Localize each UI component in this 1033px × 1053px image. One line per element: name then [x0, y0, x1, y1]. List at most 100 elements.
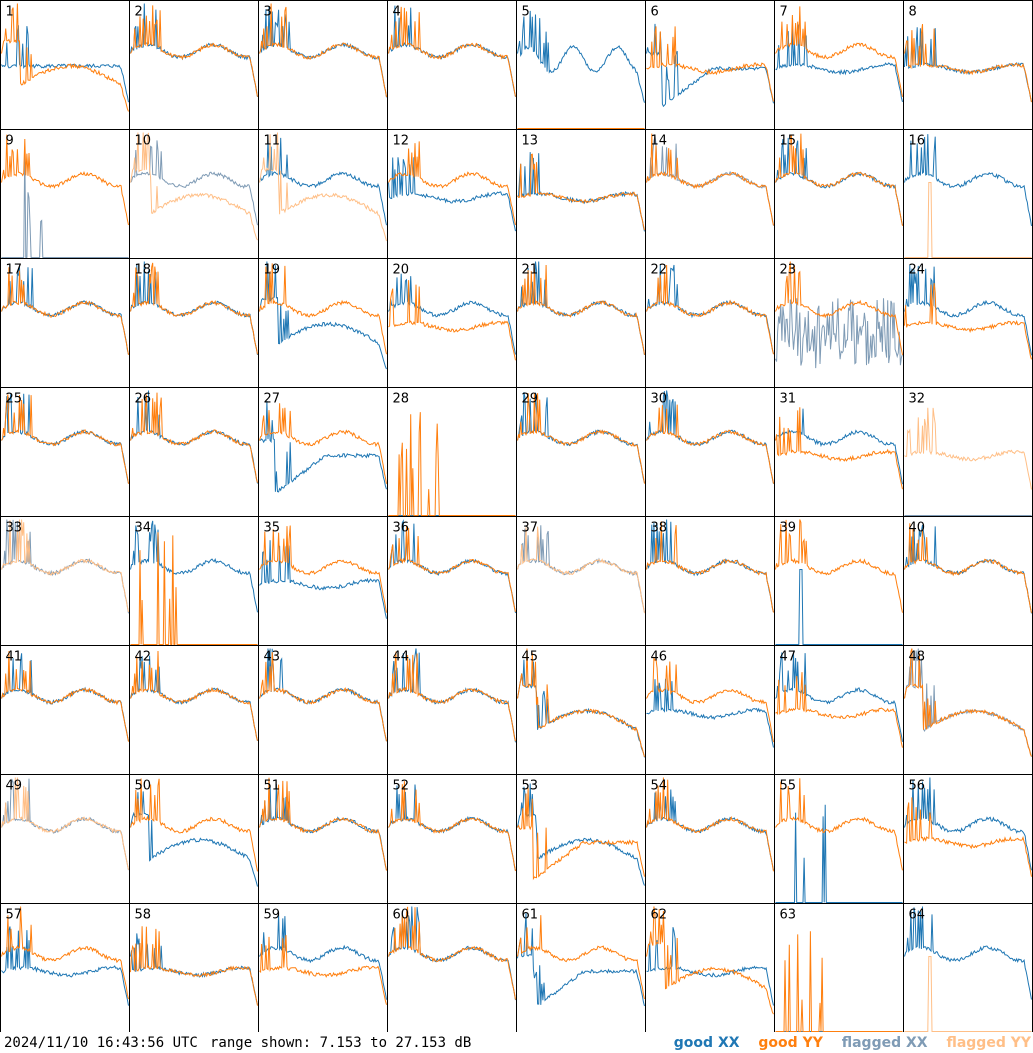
- tile-number: 20: [393, 263, 410, 278]
- tile-number: 26: [135, 392, 152, 407]
- series-xx: [775, 804, 903, 903]
- tile-number: 3: [264, 5, 272, 20]
- tile-27: 27: [258, 387, 388, 517]
- legend-flagged-yy-pol: YY: [1010, 1035, 1031, 1051]
- tile-number: 31: [780, 392, 797, 407]
- series-yy: [517, 393, 645, 484]
- tile-frame: [516, 516, 646, 646]
- series-xx: [517, 152, 645, 232]
- tile-number: 18: [135, 263, 152, 278]
- tile-number: 21: [522, 263, 539, 278]
- series-xx: [775, 24, 903, 103]
- series-xx: [646, 789, 774, 871]
- series-xx: [259, 5, 387, 98]
- series-yy: [646, 521, 774, 613]
- tile-number: 34: [135, 521, 152, 536]
- series-yy: [646, 777, 774, 872]
- tile-11: 11: [258, 129, 388, 259]
- series-yy: [775, 6, 903, 97]
- series-yy: [1, 134, 129, 226]
- tile-56: 56: [903, 774, 1033, 904]
- series-yy: [517, 526, 645, 614]
- tile-frame: [0, 129, 130, 259]
- tile-number: 43: [264, 650, 281, 665]
- series-yy: [130, 392, 258, 483]
- tile-38: 38: [645, 516, 775, 646]
- tile-46: 46: [645, 645, 775, 775]
- series-yy: [259, 263, 387, 355]
- tile-number: 11: [264, 134, 281, 149]
- tile-number: 58: [135, 908, 152, 923]
- tile-52: 52: [387, 774, 517, 904]
- tile-8: 8: [903, 0, 1033, 130]
- tile-61: 61: [516, 903, 646, 1032]
- series-xx: [517, 525, 645, 613]
- series-xx: [646, 519, 774, 613]
- legend-flagged-xx-prefix: flagged: [841, 1035, 902, 1051]
- tile-frame: [516, 903, 646, 1032]
- tile-number: 4: [393, 5, 401, 20]
- series-xx: [646, 264, 774, 355]
- tile-frame: [903, 129, 1033, 259]
- tile-frame: [645, 774, 775, 904]
- tile-number: 22: [651, 263, 668, 278]
- tile-frame: [516, 258, 646, 388]
- tile-2: 2: [129, 0, 259, 130]
- tile-37: 37: [516, 516, 646, 646]
- tile-number: 62: [651, 908, 668, 923]
- series-yy: [388, 141, 516, 226]
- series-yy: [1, 777, 129, 870]
- series-yy: [904, 182, 1032, 258]
- tile-42: 42: [129, 645, 259, 775]
- legend-flagged-yy: flagged YY: [946, 1035, 1031, 1051]
- tile-49: 49: [0, 774, 130, 904]
- series-xx: [646, 927, 774, 1006]
- tile-number: 54: [651, 779, 668, 794]
- legend-good-yy-prefix: good: [758, 1035, 798, 1051]
- tile-frame: [129, 0, 259, 130]
- tile-50: 50: [129, 774, 259, 904]
- tile-19: 19: [258, 258, 388, 388]
- series-yy: [775, 672, 903, 748]
- series-yy: [130, 532, 258, 645]
- series-xx: [259, 137, 387, 226]
- series-xx: [1, 393, 129, 484]
- tile-frame: [774, 774, 904, 904]
- series-yy: [130, 650, 258, 741]
- tile-number: 2: [135, 5, 143, 20]
- series-xx: [775, 137, 903, 226]
- series-yy: [646, 656, 774, 743]
- tile-number: 51: [264, 779, 281, 794]
- tile-number: 52: [393, 779, 410, 794]
- series-yy: [388, 906, 516, 1000]
- series-yy: [388, 6, 516, 97]
- series-yy: [904, 956, 1032, 1032]
- tile-24: 24: [903, 258, 1033, 388]
- series-xx: [904, 648, 1032, 757]
- series-yy: [775, 133, 903, 226]
- tile-number: 35: [264, 521, 281, 536]
- series-yy: [388, 412, 516, 516]
- tile-53: 53: [516, 774, 646, 904]
- series-xx: [904, 265, 1032, 356]
- tile-number: 64: [909, 908, 926, 923]
- tile-frame: [774, 903, 904, 1032]
- series-yy: [1, 3, 129, 112]
- legend-good-xx: good XX: [674, 1035, 745, 1051]
- tile-frame: [516, 774, 646, 904]
- series-yy: [1, 651, 129, 742]
- series-xx: [904, 777, 1032, 871]
- tile-1: 1: [0, 0, 130, 130]
- tile-number: 15: [780, 134, 797, 149]
- series-xx: [259, 784, 387, 871]
- tile-frame: [387, 774, 517, 904]
- tile-number: 46: [651, 650, 668, 665]
- tile-41: 41: [0, 645, 130, 775]
- series-xx: [259, 913, 387, 1000]
- tile-32: 32: [903, 387, 1033, 517]
- series-xx: [517, 912, 645, 1007]
- series-yy: [259, 132, 387, 242]
- series-xx: [130, 3, 258, 97]
- tile-number: 47: [780, 650, 797, 665]
- tile-number: 45: [522, 650, 539, 665]
